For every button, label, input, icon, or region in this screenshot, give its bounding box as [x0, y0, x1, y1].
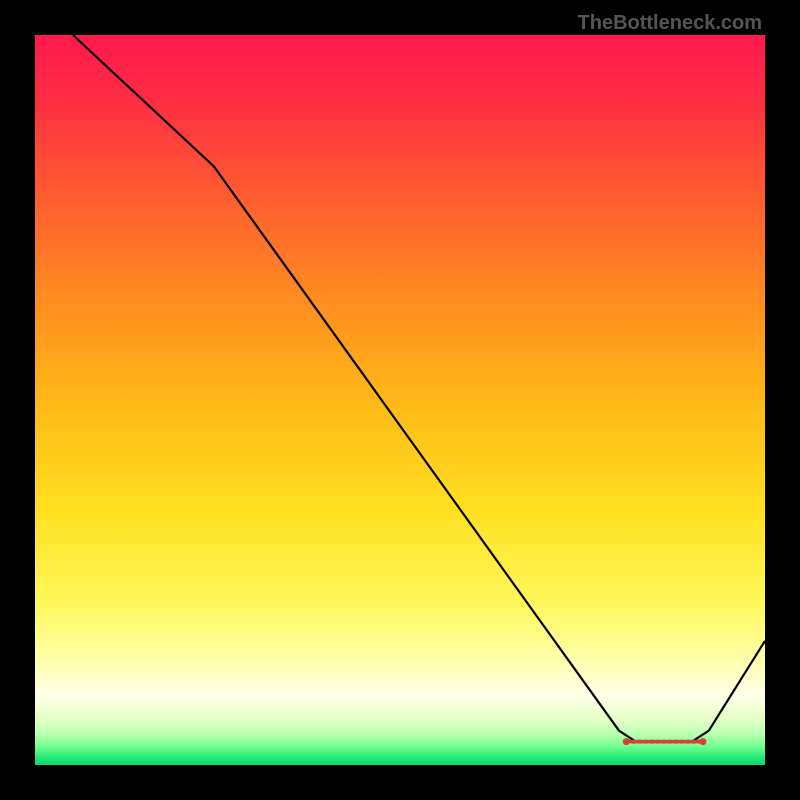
optimal-range-end-dot [699, 738, 706, 745]
watermark-text: TheBottleneck.com [578, 12, 762, 35]
chart-svg [35, 35, 765, 765]
chart-container: TheBottleneck.com [0, 0, 800, 800]
bottleneck-curve [73, 35, 765, 742]
plot-area [35, 35, 765, 765]
